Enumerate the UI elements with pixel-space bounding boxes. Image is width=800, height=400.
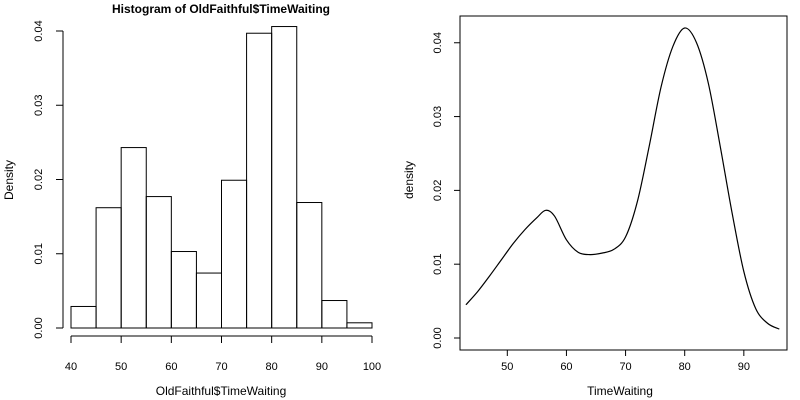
histogram-y-axis-title: Density <box>2 160 16 200</box>
density-x-tick-label: 50 <box>501 361 513 373</box>
histogram-y-tick-label: 0.01 <box>33 243 45 264</box>
histogram-bar <box>321 300 348 329</box>
density-plot-frame <box>459 15 788 351</box>
histogram-x-tick-label: 40 <box>65 361 77 373</box>
histogram-bar <box>170 251 197 329</box>
density-panel: TimeWaiting density 50 60 70 80 90 0.00 0.01 0.… <box>402 15 788 398</box>
histogram-bar <box>346 322 373 329</box>
density-y-axis-title: density <box>402 161 416 199</box>
density-x-tick-label: 70 <box>619 361 631 373</box>
histogram-y-tick-label: 0.00 <box>33 317 45 338</box>
histogram-bar <box>70 305 97 329</box>
histogram-y-tick-label: 0.03 <box>33 95 45 116</box>
density-y-tick-label: 0.04 <box>432 32 444 53</box>
histogram-x-tick-label: 100 <box>363 361 381 373</box>
histogram-bar <box>195 272 223 329</box>
histogram-x-tick-label: 90 <box>316 361 328 373</box>
histogram-bar <box>145 196 172 329</box>
histogram-y-tick-label: 0.04 <box>33 20 45 41</box>
density-x-tick-label: 60 <box>560 361 572 373</box>
density-y-tick-label: 0.03 <box>432 106 444 127</box>
histogram-bar <box>120 147 147 329</box>
histogram-x-axis-title: OldFaithful$TimeWaiting <box>156 384 287 398</box>
histogram-panel: Histogram of OldFaithful$TimeWaiting Old… <box>2 2 381 398</box>
histogram-title: Histogram of OldFaithful$TimeWaiting <box>112 2 330 16</box>
density-y-tick-label: 0.01 <box>432 253 444 274</box>
histogram-bar <box>246 32 273 329</box>
density-x-tick-label: 90 <box>738 361 750 373</box>
histogram-bar <box>296 202 323 329</box>
histogram-bar <box>221 179 248 329</box>
density-x-axis-title: TimeWaiting <box>587 384 653 398</box>
histogram-bar <box>271 26 298 329</box>
histogram-y-tick-label: 0.02 <box>33 169 45 190</box>
histogram-x-tick-label: 60 <box>165 361 177 373</box>
histogram-x-tick-label: 70 <box>215 361 227 373</box>
histogram-bar <box>95 207 122 329</box>
density-y-tick-label: 0.02 <box>432 180 444 201</box>
density-curve <box>465 27 780 330</box>
density-x-tick-label: 80 <box>679 361 691 373</box>
histogram-x-tick-label: 80 <box>266 361 278 373</box>
density-y-tick-label: 0.00 <box>432 327 444 348</box>
histogram-x-tick-label: 50 <box>115 361 127 373</box>
